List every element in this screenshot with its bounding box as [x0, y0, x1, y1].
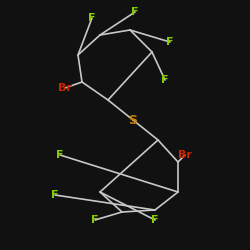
Text: F: F — [161, 75, 169, 85]
Text: F: F — [151, 215, 159, 225]
Text: F: F — [166, 37, 174, 47]
Text: Br: Br — [58, 83, 72, 93]
Text: F: F — [51, 190, 59, 200]
Text: F: F — [131, 7, 139, 17]
Text: Br: Br — [178, 150, 192, 160]
Text: F: F — [91, 215, 99, 225]
Text: S: S — [128, 114, 138, 126]
Text: F: F — [56, 150, 64, 160]
Text: F: F — [88, 13, 96, 23]
